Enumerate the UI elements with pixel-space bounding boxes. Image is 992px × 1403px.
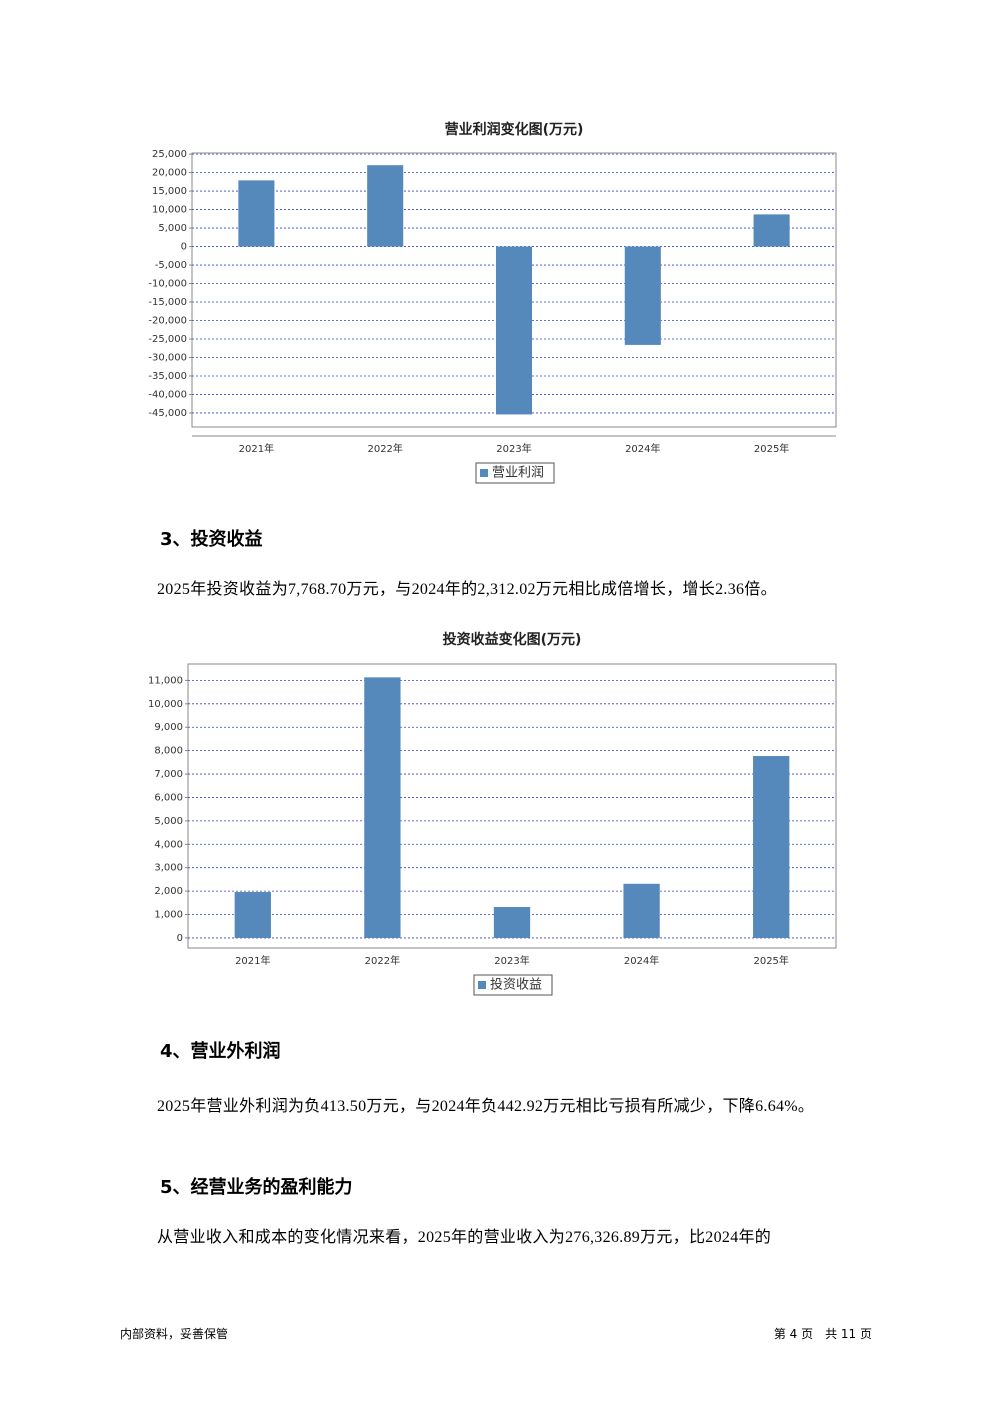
bar [623,883,660,938]
legend-swatch [478,981,486,989]
bar [238,180,275,247]
bar [493,907,531,938]
bar [234,892,271,938]
section-heading: 4、营业外利润 [160,1041,281,1062]
paragraph: 从营业收入和成本的变化情况来看，2025年的营业收入为276,326.89万元，… [157,1229,772,1246]
y-tick-label: 0 [177,933,183,944]
y-tick-label: 3,000 [154,863,183,874]
x-tick-label: 2024年 [624,954,659,967]
legend-label: 投资收益 [490,977,542,993]
bar [753,756,790,938]
legend-label: 营业利润 [492,466,544,481]
x-tick-label: 2025年 [754,442,789,455]
y-tick-label: 0 [181,242,187,253]
bar [624,246,661,345]
section-heading: 5、经营业务的盈利能力 [160,1177,353,1198]
y-tick-label: 9,000 [154,722,183,733]
y-tick-label: 1,000 [154,910,183,921]
y-tick-label: -30,000 [148,352,187,363]
y-tick-label: 10,000 [148,699,183,710]
x-tick-label: 2022年 [365,954,400,967]
y-tick-label: -25,000 [148,334,187,345]
y-tick-label: -15,000 [148,297,187,308]
legend-box [475,462,555,484]
y-tick-label: 5,000 [158,223,187,234]
y-tick-label: 8,000 [154,746,183,757]
y-tick-label: 20,000 [152,168,187,179]
y-tick-label: 10,000 [152,205,187,216]
chart: 营业利润变化图(万元) 25,000 20,000 15,000 10,000 5,000… [148,121,837,484]
plot-area [187,663,837,949]
y-tick-label: 2,000 [154,886,183,897]
chart-title: 投资收益变化图(万元) [443,631,582,648]
chart: 投资收益变化图(万元) 0 1,000 2,000 3,000 4,000 5,000 6,0… [148,631,837,996]
footer-left: 内部资料，妥善保管 [120,1327,229,1341]
y-tick-label: -40,000 [148,389,187,400]
y-tick-label: -10,000 [148,279,187,290]
bar [753,214,790,247]
x-tick-label: 2024年 [625,442,660,455]
x-tick-label: 2025年 [753,954,788,967]
y-tick-label: 6,000 [154,792,183,803]
y-tick-label: 5,000 [154,816,183,827]
bar [367,165,404,247]
y-tick-label: 11,000 [148,675,183,686]
y-tick-label: 4,000 [154,839,183,850]
bar [364,677,401,938]
paragraph: 2025年营业外利润为负413.50万元，与2024年负442.92万元相比亏损… [157,1098,815,1115]
x-tick-label: 2021年 [235,954,270,967]
y-tick-label: -5,000 [155,260,187,271]
x-tick-label: 2023年 [496,442,531,455]
paragraph: 2025年投资收益为7,768.70万元，与2024年的2,312.02万元相比… [157,581,777,598]
y-tick-label: 7,000 [154,769,183,780]
y-tick-label: -35,000 [148,371,187,382]
chart-title: 营业利润变化图(万元) [445,121,584,138]
y-tick-label: -20,000 [148,316,187,327]
x-tick-label: 2022年 [367,442,402,455]
x-tick-label: 2023年 [494,954,529,967]
y-tick-label: -45,000 [148,408,187,419]
legend-box [473,974,553,996]
bar [495,246,533,415]
y-tick-label: 25,000 [152,149,187,160]
y-tick-label: 15,000 [152,186,187,197]
section-heading: 3、投资收益 [160,529,263,550]
footer-right: 第 4 页 共 11 页 [773,1327,872,1341]
x-tick-label: 2021年 [239,442,274,455]
legend-swatch [480,469,488,477]
